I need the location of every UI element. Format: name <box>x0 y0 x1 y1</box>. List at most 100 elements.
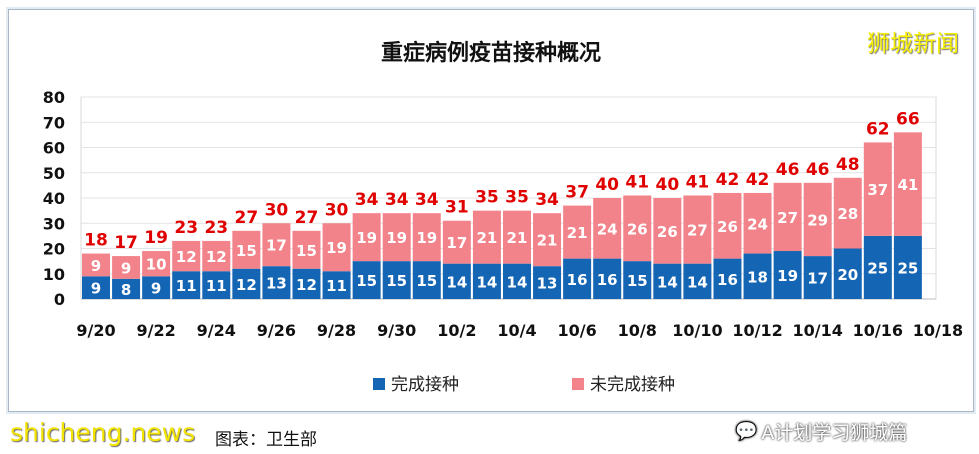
data-label-complete: 18 <box>747 268 768 286</box>
data-label-total: 46 <box>776 160 800 180</box>
x-tick-label: 10/10 <box>672 321 722 340</box>
bar-complete <box>352 261 381 299</box>
data-label-complete: 16 <box>717 271 738 289</box>
data-label-incomplete: 27 <box>687 222 708 240</box>
x-tick-label: 9/24 <box>197 321 236 340</box>
data-label-total: 34 <box>415 190 439 210</box>
data-label-incomplete: 12 <box>206 248 227 266</box>
bar-complete <box>292 268 321 299</box>
data-label-total: 40 <box>655 175 679 195</box>
y-tick-label: 0 <box>54 290 65 309</box>
legend-swatch <box>572 378 584 390</box>
data-label-total: 48 <box>836 155 860 175</box>
data-label-complete: 25 <box>897 259 918 277</box>
bar-complete <box>502 263 531 299</box>
x-tick-label: 10/6 <box>557 321 596 340</box>
bar-complete <box>412 261 441 299</box>
bar-complete <box>112 278 141 299</box>
data-label-total: 27 <box>235 208 259 228</box>
bar-incomplete <box>743 192 772 254</box>
data-label-incomplete: 26 <box>657 223 678 241</box>
data-label-total: 18 <box>84 231 108 251</box>
bar-incomplete <box>442 220 471 264</box>
data-label-complete: 14 <box>507 273 528 291</box>
data-label-complete: 16 <box>567 271 588 289</box>
x-tick-label: 9/30 <box>377 321 416 340</box>
wechat-icon: 💬 <box>735 421 758 442</box>
bar-complete <box>683 263 712 299</box>
bar-complete <box>713 258 742 299</box>
data-label-incomplete: 24 <box>747 215 768 233</box>
data-label-total: 34 <box>355 190 379 210</box>
bar-incomplete <box>683 195 712 264</box>
y-tick-label: 10 <box>43 265 65 284</box>
data-label-total: 17 <box>114 233 138 253</box>
data-label-complete: 14 <box>446 273 467 291</box>
data-label-total: 35 <box>505 188 529 208</box>
bar-complete <box>533 266 562 299</box>
bar-incomplete <box>533 213 562 267</box>
bar-complete <box>773 251 802 299</box>
data-label-total: 37 <box>565 183 589 203</box>
bar-complete <box>202 271 231 299</box>
bar-incomplete <box>593 198 622 259</box>
stacked-bar-chart: 重症病例疫苗接种概况 0 10 20 30 40 50 60 70 80 9 9 18 8 9 17 9 10 19… <box>43 40 963 395</box>
data-label-incomplete: 26 <box>717 218 738 236</box>
data-label-total: 30 <box>265 200 289 220</box>
data-label-total: 41 <box>625 172 649 192</box>
bar-incomplete <box>262 223 291 267</box>
bar-incomplete <box>472 210 501 264</box>
data-label-total: 19 <box>144 228 168 248</box>
watermark-top: 狮城新闻 <box>867 31 959 57</box>
watermark-wechat-text: A计划学习狮城篇 <box>761 422 908 444</box>
data-label-total: 42 <box>746 170 770 190</box>
data-label-incomplete: 24 <box>597 220 618 238</box>
bar-complete <box>623 261 652 299</box>
data-label-total: 34 <box>535 190 559 210</box>
data-label-total: 35 <box>475 188 499 208</box>
bar-complete <box>893 235 922 299</box>
x-tick-label: 10/16 <box>853 321 903 340</box>
data-label-incomplete: 29 <box>807 211 828 229</box>
y-tick-label: 20 <box>43 240 65 259</box>
bar-incomplete <box>863 142 892 236</box>
data-label-complete: 15 <box>416 272 437 290</box>
watermark-wechat: 💬 A计划学习狮城篇 <box>735 418 907 445</box>
legend-label: 完成接种 <box>391 375 459 395</box>
bar-incomplete <box>653 198 682 264</box>
bar-incomplete <box>502 210 531 264</box>
chart-frame: 重症病例疫苗接种概况 0 10 20 30 40 50 60 70 80 9 9 18 8 9 17 9 10 19… <box>8 9 974 412</box>
bar-incomplete <box>352 213 381 262</box>
data-label-total: 23 <box>204 218 228 238</box>
data-label-total: 66 <box>896 109 920 129</box>
data-label-complete: 14 <box>476 273 497 291</box>
data-label-incomplete: 19 <box>416 229 437 247</box>
data-label-incomplete: 28 <box>837 205 858 223</box>
x-tick-label: 10/12 <box>732 321 782 340</box>
x-tick-label: 10/18 <box>913 321 963 340</box>
y-tick-label: 60 <box>43 139 65 158</box>
bar-incomplete <box>202 240 231 272</box>
x-tick-label: 9/26 <box>257 321 296 340</box>
data-label-complete: 13 <box>266 275 287 293</box>
bar-complete <box>382 261 411 299</box>
data-label-complete: 15 <box>627 272 648 290</box>
bar-incomplete <box>773 182 802 252</box>
data-label-total: 62 <box>866 119 890 139</box>
y-tick-label: 50 <box>43 164 65 183</box>
data-label-incomplete: 15 <box>236 242 257 260</box>
bar-complete <box>442 263 471 299</box>
bar-incomplete <box>833 177 862 249</box>
data-label-total: 40 <box>595 175 619 195</box>
bar-incomplete <box>142 251 171 277</box>
data-label-complete: 9 <box>91 280 101 298</box>
y-tick-label: 70 <box>43 113 65 132</box>
data-label-complete: 9 <box>151 280 161 298</box>
bar-incomplete <box>623 195 652 262</box>
data-label-total: 46 <box>806 160 830 180</box>
bar-incomplete <box>322 223 351 272</box>
data-label-total: 30 <box>325 200 349 220</box>
data-label-total: 23 <box>174 218 198 238</box>
data-label-incomplete: 12 <box>176 248 197 266</box>
bar-complete <box>232 268 261 299</box>
